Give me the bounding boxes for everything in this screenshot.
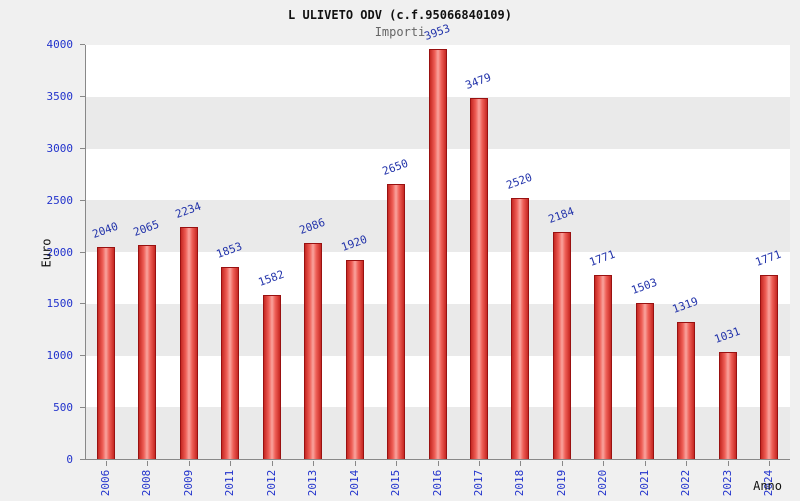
x-tick-mark — [561, 461, 563, 466]
x-tick-mark — [478, 461, 480, 466]
x-axis-label: Anno — [753, 479, 782, 493]
x-tick-mark — [603, 461, 605, 466]
x-tick-label: 2008 — [140, 469, 154, 497]
x-tick-label: 2016 — [430, 469, 444, 497]
y-tick-mark — [80, 355, 85, 357]
x-tick-mark — [520, 461, 522, 466]
y-tick-mark — [80, 251, 85, 253]
x-tick-label: 2020 — [596, 469, 610, 497]
x-tick-label: 2006 — [98, 469, 112, 497]
bar-2012 — [262, 294, 281, 459]
bar-2020 — [594, 275, 613, 459]
y-tick-mark — [80, 95, 85, 97]
x-tick-label: 2023 — [720, 469, 734, 497]
bar-2017 — [469, 98, 488, 459]
bar-2023 — [718, 352, 737, 459]
x-tick-mark — [105, 461, 107, 466]
y-tick-label: 1000 — [46, 349, 74, 363]
x-tick-mark — [644, 461, 646, 466]
bar-2008 — [138, 244, 157, 459]
x-tick-mark — [230, 461, 232, 466]
x-tick-mark — [147, 461, 149, 466]
x-tick-label: 2013 — [306, 469, 320, 497]
y-tick-label: 4000 — [46, 38, 74, 51]
bar-2018 — [511, 197, 530, 459]
bar-2024 — [760, 275, 779, 459]
y-tick-label: 1500 — [46, 297, 74, 311]
y-tick-label: 2500 — [46, 193, 74, 207]
x-tick-mark — [271, 461, 273, 466]
bar-2016 — [428, 48, 447, 459]
x-tick-mark — [686, 461, 688, 466]
y-tick-mark — [80, 147, 85, 149]
chart-title: L ULIVETO ODV (c.f.95066840109) — [288, 8, 512, 22]
x-tick-label: 2019 — [554, 469, 568, 497]
x-tick-mark — [437, 461, 439, 466]
x-tick-mark — [396, 461, 398, 466]
x-tick-label: 2014 — [347, 469, 361, 497]
x-tick-label: 2022 — [679, 469, 693, 497]
bar-2013 — [304, 242, 323, 459]
y-tick-label: 3500 — [46, 89, 74, 103]
y-tick-label: 0 — [66, 453, 73, 466]
bar-2015 — [387, 184, 406, 459]
bar-2009 — [179, 227, 198, 459]
x-tick-label: 2012 — [264, 469, 278, 497]
x-axis: 2006 2008 2009 2011 2012 2013 2014 2015 2016 2017… — [85, 461, 790, 500]
x-tick-label: 2009 — [181, 469, 195, 497]
x-tick-label: 2018 — [513, 469, 527, 497]
x-tick-mark — [769, 461, 771, 466]
bar-2022 — [677, 322, 696, 459]
x-tick-mark — [188, 461, 190, 466]
y-tick-mark — [80, 44, 85, 45]
y-tick-mark — [80, 303, 85, 305]
x-tick-mark — [727, 461, 729, 466]
x-tick-mark — [313, 461, 315, 466]
y-tick-label: 3000 — [46, 141, 74, 155]
y-tick-label: 500 — [53, 401, 73, 415]
y-tick-label: 2000 — [46, 245, 74, 259]
chart-subtitle: Importi — [374, 25, 426, 39]
x-tick-label: 2015 — [389, 469, 403, 497]
bar-2021 — [635, 303, 654, 459]
plot-area: 2040 2065 2234 1853 1582 2086 1920 2650 3953 3479… — [85, 22, 790, 460]
bar-2019 — [552, 232, 571, 459]
x-tick-label: 2017 — [471, 469, 485, 497]
y-axis: 0 500 1000 1500 2000 2500 3000 3500 4000 — [0, 39, 85, 466]
x-tick-label: 2021 — [637, 469, 651, 497]
bar-2014 — [345, 259, 364, 459]
x-tick-mark — [354, 461, 356, 466]
x-tick-label: 2011 — [223, 469, 237, 497]
y-axis-label: Euro — [39, 238, 54, 268]
y-tick-mark — [80, 407, 85, 409]
bar-2011 — [221, 266, 240, 459]
bar-2006 — [96, 247, 115, 459]
y-tick-mark — [80, 459, 85, 460]
y-tick-mark — [80, 199, 85, 201]
